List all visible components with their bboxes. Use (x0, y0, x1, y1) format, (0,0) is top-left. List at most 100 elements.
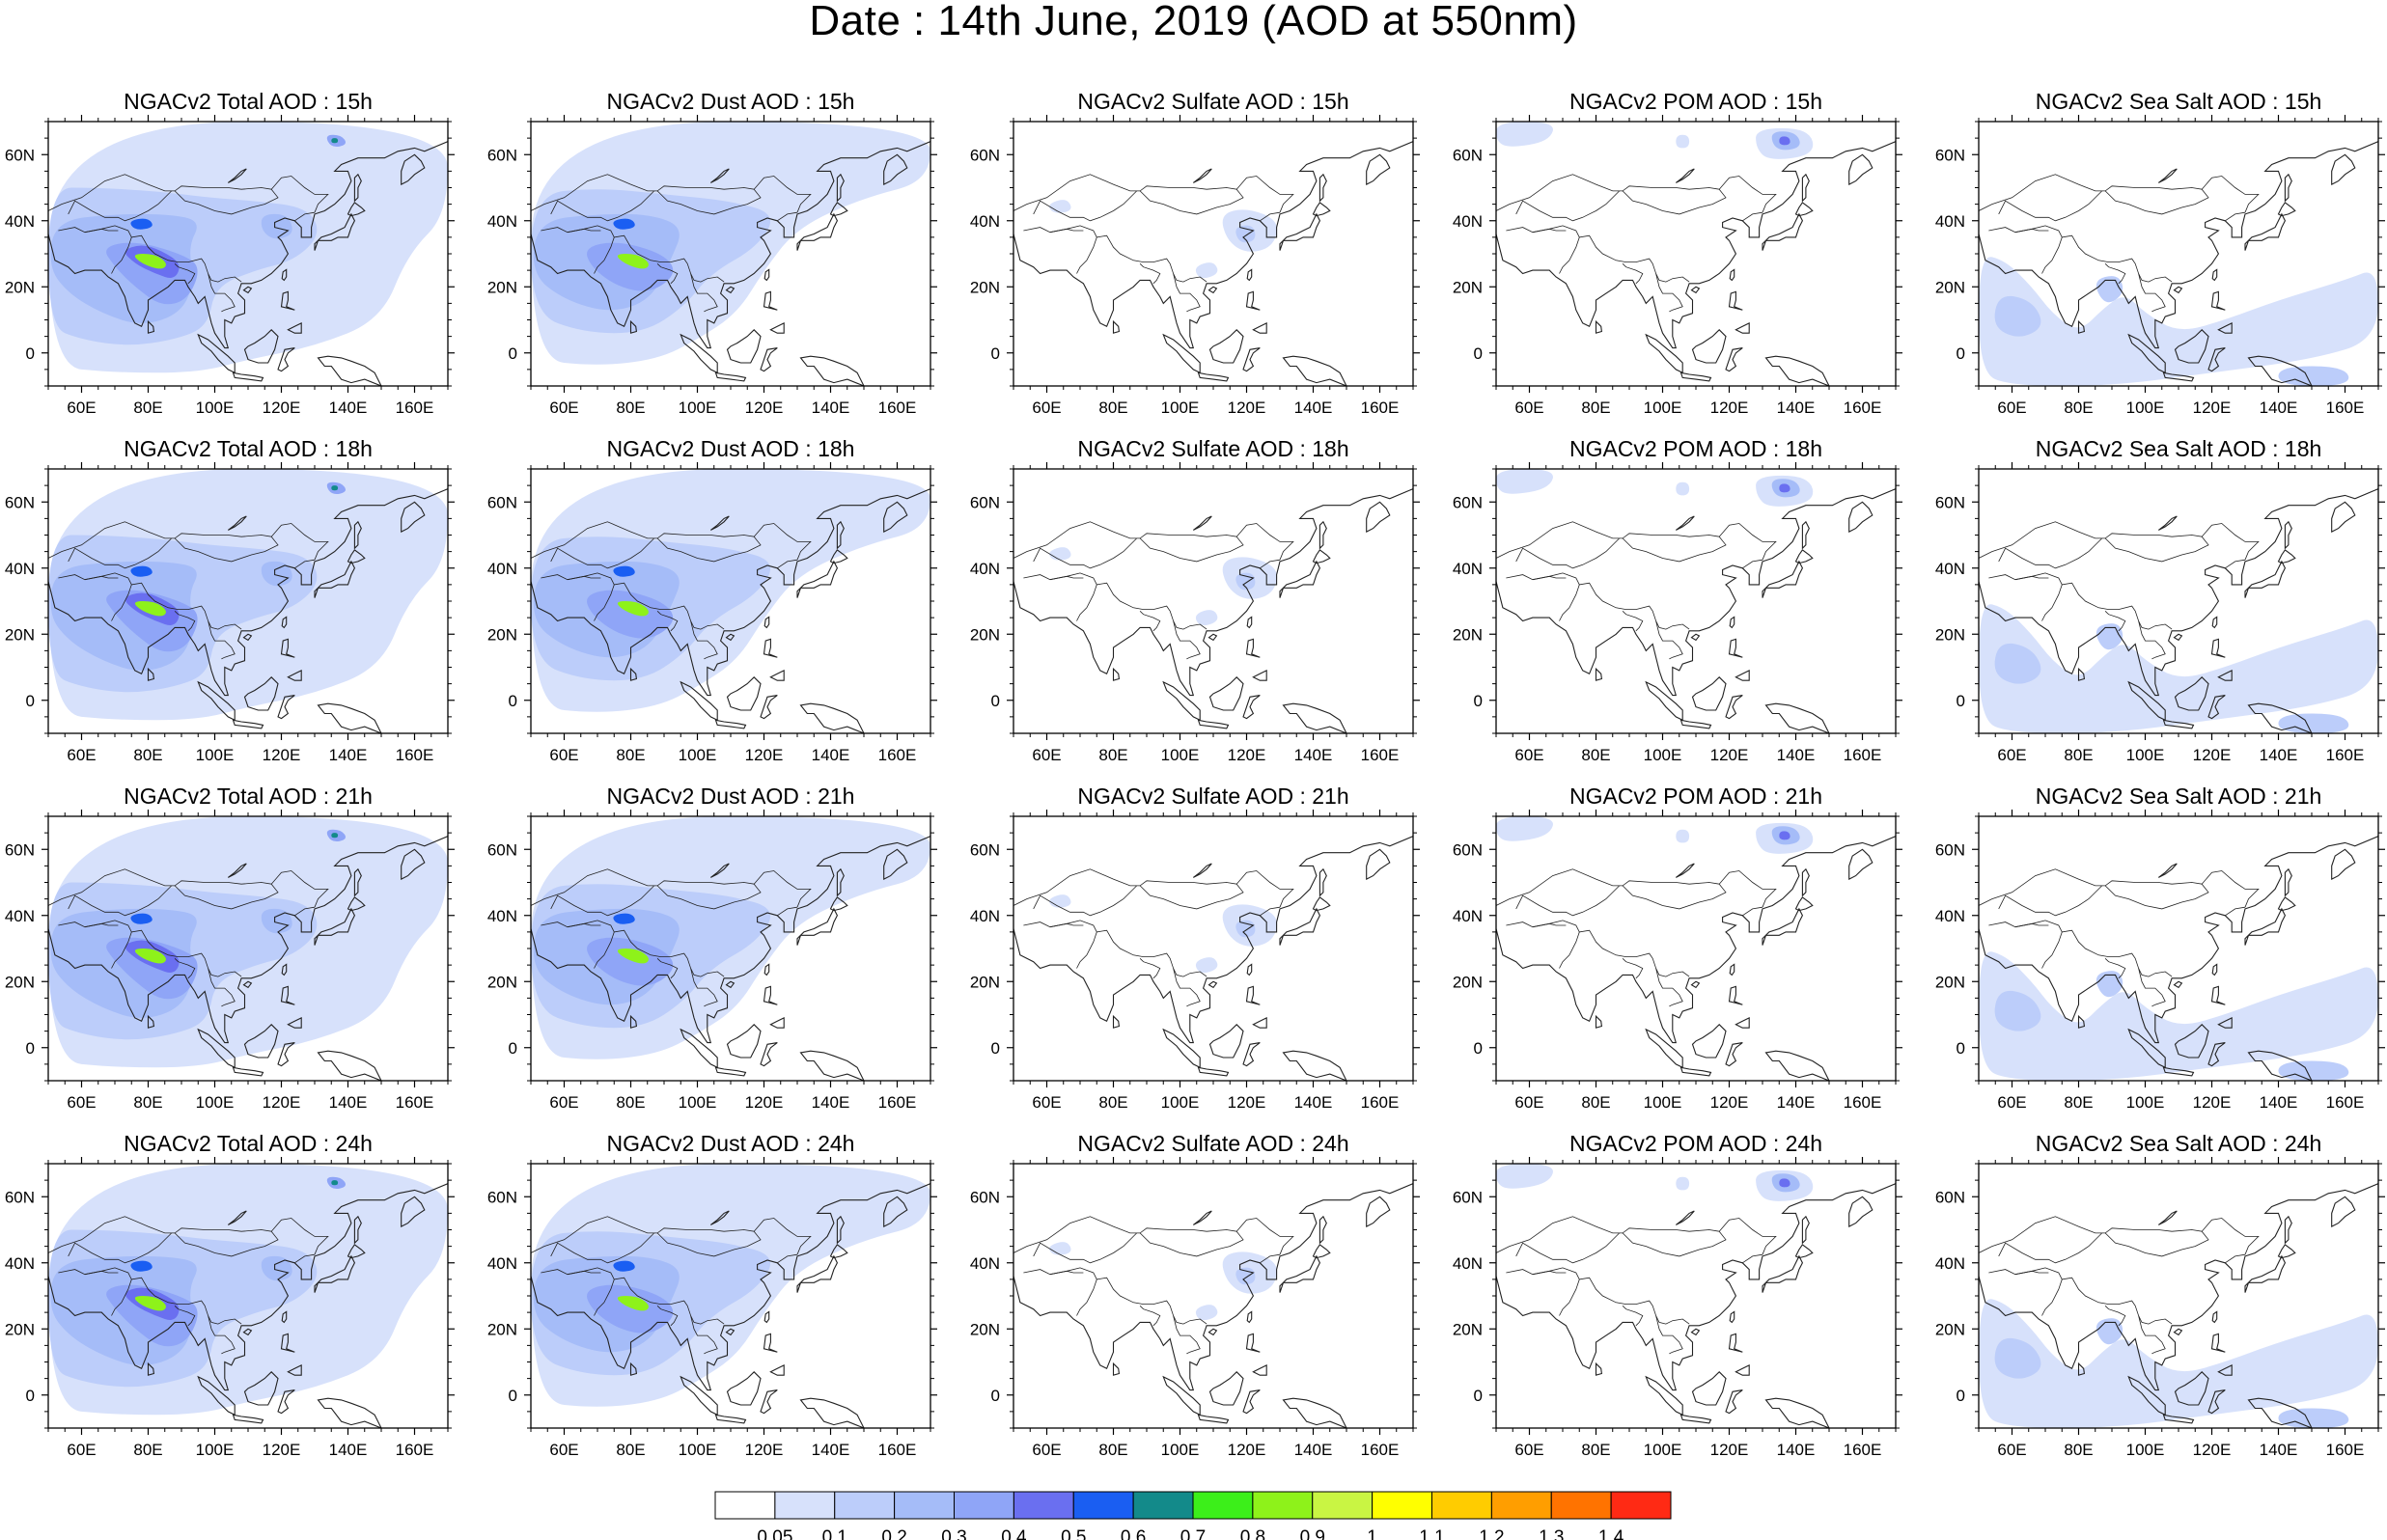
lon-tick-label: 80E (133, 746, 162, 764)
lon-tick-label: 60E (1997, 1441, 2026, 1459)
lat-tick-label: 20N (1453, 973, 1483, 991)
lon-tick-label: 60E (1997, 746, 2026, 764)
aod-field (531, 1164, 930, 1428)
colorbar: 0.05 0.1 0.2 0.3 0.4 0.5 0.6 0.7 0.8 0.9 1 1.1 1.2 1.… (714, 1491, 1672, 1540)
colorbar-label: 0.1 (822, 1527, 847, 1540)
lon-tick-label: 160E (2326, 1441, 2365, 1459)
lat-tick-label: 20N (5, 625, 35, 644)
lon-tick-label: 100E (1161, 399, 1200, 417)
lon-tick-label: 60E (1032, 1093, 1061, 1112)
panel-title: NGACv2 Sea Salt AOD : 24h (2036, 1131, 2322, 1156)
lat-tick-label: 40N (1935, 560, 1965, 578)
lat-tick-label: 0 (26, 344, 35, 363)
lon-tick-label: 140E (1777, 1093, 1816, 1112)
lat-tick-label: 40N (970, 907, 1000, 925)
lon-tick-label: 160E (878, 1441, 917, 1459)
lat-tick-label: 60N (5, 146, 35, 164)
lat-tick-label: 60N (970, 1188, 1000, 1206)
lon-tick-label: 60E (1997, 1093, 2026, 1112)
lon-tick-label: 120E (1710, 746, 1749, 764)
lon-tick-label: 60E (549, 746, 578, 764)
colorbar-swatch (1072, 1491, 1134, 1520)
lat-tick-label: 40N (970, 560, 1000, 578)
lon-tick-label: 80E (2064, 746, 2093, 764)
colorbar-swatch (1013, 1491, 1074, 1520)
aod-field (531, 816, 930, 1081)
map-panel-sea-salt-row2: NGACv2 Sea Salt AOD : 18h 60E 80E 100E 120E 1… (1935, 436, 2385, 764)
lat-tick-label: 40N (1453, 1254, 1483, 1273)
colorbar-swatch (1312, 1491, 1374, 1520)
lon-tick-label: 60E (1514, 1093, 1543, 1112)
coastline (48, 1183, 448, 1428)
colorbar-label: 0.2 (881, 1527, 906, 1540)
map-panel-sulfate-row2: NGACv2 Sulfate AOD : 18h 60E 80E 100E 120E 14… (970, 436, 1420, 764)
aod-field (48, 816, 448, 1081)
lon-tick-label: 120E (263, 1441, 301, 1459)
coastline (1013, 488, 1413, 733)
colorbar-label: 0.8 (1240, 1527, 1265, 1540)
coastline (1496, 836, 1896, 1081)
colorbar-swatch (954, 1491, 1014, 1520)
lon-tick-label: 100E (679, 1441, 717, 1459)
lon-tick-label: 60E (67, 746, 96, 764)
lat-tick-label: 0 (509, 1039, 517, 1058)
aod-field (1496, 469, 1896, 733)
lon-tick-label: 100E (196, 1093, 235, 1112)
lat-tick-label: 0 (1957, 1387, 1965, 1405)
lon-tick-label: 120E (263, 1093, 301, 1112)
lon-tick-label: 120E (1228, 746, 1266, 764)
lat-tick-label: 40N (1453, 560, 1483, 578)
lat-tick-label: 20N (1453, 278, 1483, 296)
colorbar-swatch (774, 1491, 836, 1520)
lat-tick-label: 20N (970, 625, 1000, 644)
lat-tick-label: 40N (487, 560, 517, 578)
lon-tick-label: 140E (2260, 399, 2298, 417)
lon-tick-label: 80E (1098, 399, 1127, 417)
lat-tick-label: 20N (1935, 625, 1965, 644)
panel-title: NGACv2 POM AOD : 21h (1569, 784, 1822, 809)
panel-title: NGACv2 Dust AOD : 18h (607, 436, 855, 461)
lon-tick-label: 60E (549, 399, 578, 417)
lon-tick-label: 100E (679, 399, 717, 417)
lon-tick-label: 140E (2260, 746, 2298, 764)
panel-title: NGACv2 Dust AOD : 21h (607, 784, 855, 809)
map-panel-sea-salt-row1: NGACv2 Sea Salt AOD : 15h 60E 80E 100E 120E 1… (1935, 89, 2385, 417)
lon-tick-label: 100E (196, 399, 235, 417)
lat-tick-label: 20N (487, 625, 517, 644)
colorbar-label: 0.6 (1121, 1527, 1146, 1540)
figure-title: Date : 14th June, 2019 (AOD at 550nm) (809, 0, 1578, 44)
lat-tick-label: 60N (1935, 840, 1965, 859)
lat-tick-label: 20N (487, 278, 517, 296)
lon-tick-label: 60E (67, 399, 96, 417)
lon-tick-label: 120E (1710, 399, 1749, 417)
lon-tick-label: 160E (1361, 1441, 1400, 1459)
lon-tick-label: 160E (1361, 399, 1400, 417)
colorbar-label: 0.5 (1061, 1527, 1086, 1540)
lat-tick-label: 60N (1453, 493, 1483, 511)
lon-tick-label: 140E (812, 1093, 850, 1112)
lat-tick-label: 20N (1453, 1320, 1483, 1338)
lat-tick-label: 60N (970, 840, 1000, 859)
aod-field (1013, 816, 1413, 1081)
lon-tick-label: 80E (133, 1093, 162, 1112)
lon-tick-label: 160E (396, 1093, 434, 1112)
lon-tick-label: 80E (1098, 1093, 1127, 1112)
colorbar-swatch (1372, 1491, 1433, 1520)
coastline (1496, 1183, 1896, 1428)
colorbar-label: 1.3 (1539, 1527, 1564, 1540)
lat-tick-label: 0 (991, 1039, 1000, 1058)
colorbar-swatch (714, 1491, 776, 1520)
lat-tick-label: 0 (1957, 344, 1965, 363)
lon-tick-label: 60E (1514, 746, 1543, 764)
panel-title: NGACv2 Sea Salt AOD : 21h (2036, 784, 2322, 809)
lon-tick-label: 100E (1161, 1441, 1200, 1459)
panel-title: NGACv2 Sulfate AOD : 24h (1077, 1131, 1348, 1156)
lon-tick-label: 160E (878, 746, 917, 764)
lat-tick-label: 20N (5, 973, 35, 991)
aod-field (1979, 1164, 2378, 1428)
colorbar-label: 0.7 (1180, 1527, 1206, 1540)
lon-tick-label: 140E (812, 746, 850, 764)
aod-field (1979, 469, 2378, 733)
lon-tick-label: 140E (329, 1441, 368, 1459)
colorbar-swatch (1132, 1491, 1194, 1520)
